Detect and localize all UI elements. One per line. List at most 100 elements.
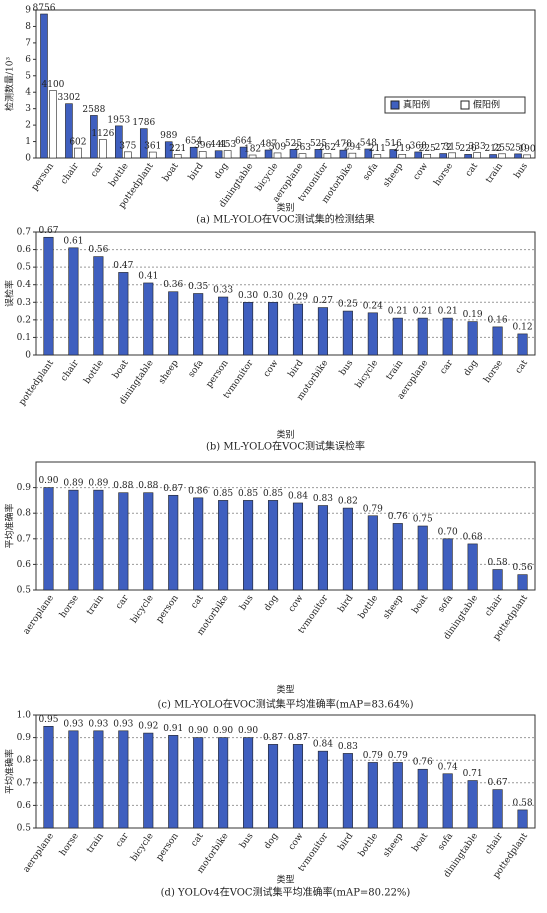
bar bbox=[498, 153, 506, 159]
bar bbox=[118, 730, 129, 829]
value-label: 0.79 bbox=[388, 751, 408, 761]
x-tick-label: bird bbox=[287, 358, 306, 379]
bar bbox=[267, 500, 279, 591]
legend-box bbox=[384, 96, 526, 114]
x-tick-label: cow bbox=[262, 358, 281, 379]
x-tick-label: chair bbox=[483, 831, 505, 856]
value-label: 0.95 bbox=[38, 715, 58, 725]
legend-label: 真阳例 bbox=[403, 99, 430, 111]
value-label: 0.58 bbox=[513, 798, 533, 808]
bar bbox=[517, 333, 528, 356]
x-tick-label: boat bbox=[161, 161, 181, 184]
value-label: 525 bbox=[310, 139, 327, 149]
value-label: 0.83 bbox=[338, 742, 358, 752]
x-tick-label: sheep bbox=[382, 831, 406, 859]
value-label: 0.92 bbox=[138, 722, 158, 732]
bar bbox=[243, 500, 254, 591]
bar bbox=[317, 307, 328, 356]
bar bbox=[218, 296, 229, 356]
value-label: 0.21 bbox=[388, 307, 408, 317]
plot-frame bbox=[35, 9, 536, 159]
value-label: 182 bbox=[244, 145, 261, 155]
bar bbox=[90, 115, 98, 159]
bar bbox=[467, 321, 478, 356]
x-tick-label: car bbox=[89, 161, 106, 179]
x-tick-label: car bbox=[439, 358, 456, 376]
value-label: 0.61 bbox=[63, 236, 83, 246]
value-label: 219 bbox=[394, 144, 411, 154]
value-label: 0.79 bbox=[363, 751, 383, 761]
x-tick-label: cow bbox=[287, 593, 306, 614]
bar bbox=[342, 753, 353, 829]
bar bbox=[168, 291, 179, 356]
value-label: 0.85 bbox=[213, 489, 233, 499]
bar bbox=[65, 103, 73, 159]
value-label: 8756 bbox=[33, 4, 56, 14]
x-tick-label: chair bbox=[59, 358, 81, 383]
x-tick-label: sheep bbox=[382, 593, 406, 621]
value-label: 0.85 bbox=[238, 489, 258, 499]
value-label: 0.56 bbox=[88, 245, 108, 255]
bar bbox=[118, 272, 129, 356]
x-tick-label: dog bbox=[213, 161, 231, 181]
value-label: 250 bbox=[509, 143, 526, 153]
bar bbox=[342, 507, 353, 591]
value-label: 0.93 bbox=[113, 719, 133, 729]
bar bbox=[417, 525, 428, 591]
value-label: 0.21 bbox=[438, 307, 458, 317]
y-tick-label: 0.9 bbox=[17, 733, 32, 743]
y-tick-label: 0.3 bbox=[17, 298, 32, 308]
x-tick-label: aeroplane bbox=[22, 593, 56, 636]
x-tick-label: train bbox=[85, 831, 106, 855]
x-tick-label: car bbox=[114, 593, 131, 611]
value-label: 0.41 bbox=[138, 271, 158, 281]
value-label: 0.87 bbox=[163, 484, 183, 494]
value-label: 0.84 bbox=[288, 491, 308, 501]
bar bbox=[193, 737, 204, 829]
bar bbox=[99, 139, 107, 159]
bar bbox=[214, 150, 223, 159]
bar bbox=[423, 154, 432, 159]
caption: (a) ML-YOLO在VOC测试集的检测结果 bbox=[196, 213, 375, 226]
value-label: 525 bbox=[285, 139, 302, 149]
x-tick-label: bicycle bbox=[129, 831, 156, 863]
y-tick-label: 1 bbox=[25, 137, 31, 147]
value-label: 0.29 bbox=[288, 293, 308, 303]
value-label: 0.82 bbox=[338, 497, 358, 507]
bar bbox=[417, 317, 428, 356]
value-label: 0.88 bbox=[113, 481, 133, 491]
y-tick-label: 2 bbox=[25, 121, 31, 131]
x-tick-label: bus bbox=[338, 358, 356, 377]
bar bbox=[292, 744, 304, 829]
plot-frame bbox=[35, 714, 536, 829]
value-label: 0.93 bbox=[88, 719, 108, 729]
value-label: 0.30 bbox=[263, 291, 283, 301]
x-tick-label: aeroplane bbox=[22, 831, 56, 874]
bar bbox=[189, 146, 198, 159]
x-tick-label: dog bbox=[263, 831, 281, 851]
bar bbox=[248, 154, 257, 159]
x-tick-label: cat bbox=[189, 593, 205, 611]
bar bbox=[239, 146, 248, 159]
x-tick-label: bicycle bbox=[354, 358, 381, 390]
caption: (d) YOLOv4在VOC测试集平均准确率(mAP=80.22%) bbox=[161, 886, 411, 899]
bar bbox=[373, 154, 382, 159]
bar bbox=[115, 125, 123, 159]
y-tick-label: 0.9 bbox=[17, 483, 32, 493]
value-label: 0.71 bbox=[463, 769, 483, 779]
bar bbox=[264, 149, 273, 159]
bar bbox=[367, 312, 378, 356]
bar bbox=[467, 780, 478, 829]
bar bbox=[414, 151, 423, 159]
x-axis-label: 类型 bbox=[276, 684, 294, 696]
bar bbox=[464, 154, 472, 159]
x-tick-label: horse bbox=[58, 831, 81, 858]
x-tick-label: person bbox=[155, 831, 181, 862]
value-label: 262 bbox=[319, 143, 336, 153]
y-tick-label: 0.6 bbox=[17, 560, 32, 570]
bar bbox=[124, 151, 132, 159]
bar bbox=[517, 809, 528, 829]
bar bbox=[367, 515, 378, 591]
bar bbox=[439, 153, 447, 159]
y-tick-label: 0 bbox=[25, 351, 31, 361]
